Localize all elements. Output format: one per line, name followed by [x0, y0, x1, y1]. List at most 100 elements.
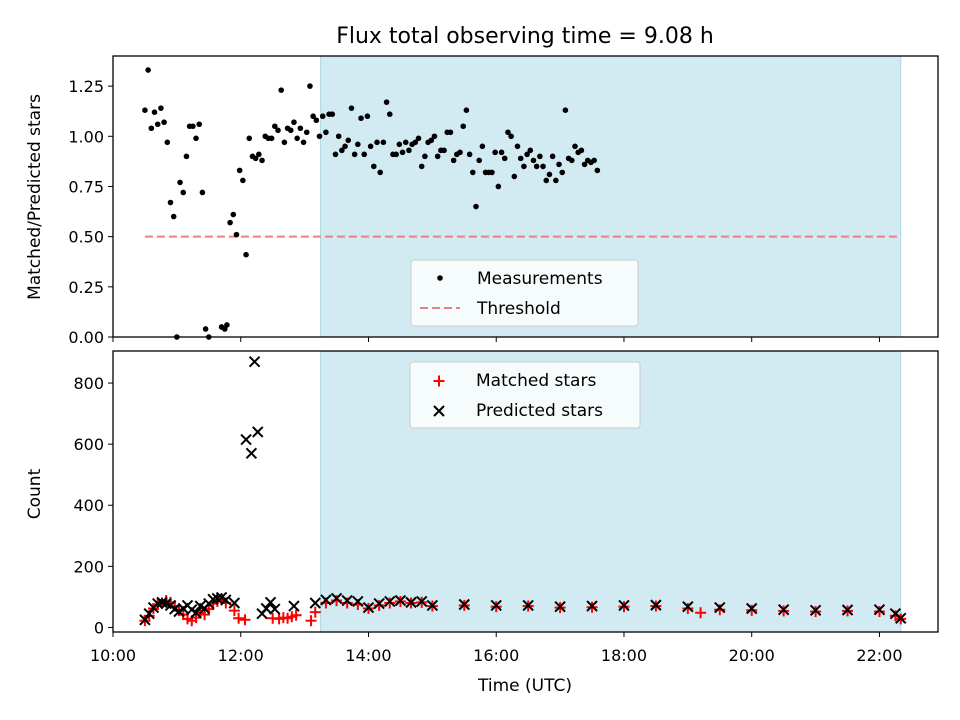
predicted-star-point: [746, 602, 758, 615]
predicted-star-point: [139, 614, 151, 626]
top-panel: 0.00 0.25 0.50 0.75 1.00 1.25 Matched/Predict…: [25, 55, 939, 347]
legend-threshold-label: Threshold: [476, 299, 561, 319]
x-tick-label: 14:00: [345, 646, 391, 665]
measurement-point: [476, 157, 482, 164]
measurement-point: [386, 111, 393, 118]
measurement-point: [268, 135, 275, 142]
measurement-point: [164, 139, 171, 146]
measurement-point: [517, 155, 524, 162]
measurement-point: [246, 135, 253, 142]
bottom-y-tick-label: 800: [73, 374, 104, 393]
predicted-star-point: [228, 597, 241, 609]
measurement-point: [543, 177, 550, 184]
measurement-point: [272, 123, 278, 130]
predicted-star-point: [207, 593, 219, 606]
measurement-point: [495, 183, 502, 190]
measurement-point: [367, 143, 374, 150]
measurement-point: [224, 322, 230, 328]
predicted-star-point: [330, 592, 343, 605]
measurement-point: [240, 177, 246, 184]
measurement-point: [313, 117, 320, 124]
predicted-star-point: [269, 603, 281, 615]
top-y-tick-label: 1.00: [68, 127, 104, 146]
measurement-point: [243, 251, 249, 258]
predicted-star-point: [618, 599, 630, 612]
measurement-point: [393, 151, 399, 158]
measurement-point: [190, 123, 196, 130]
measurement-point: [319, 113, 326, 120]
x-tick-label: 10:00: [90, 646, 136, 665]
measurement-point: [307, 83, 313, 89]
measurement-point: [428, 137, 435, 144]
measurement-point: [170, 213, 177, 220]
predicted-star-point: [341, 594, 353, 607]
predicted-star-point: [190, 607, 202, 619]
predicted-star-point: [458, 598, 470, 611]
predicted-star-point: [490, 599, 502, 612]
top-y-tick-label: 0.75: [68, 177, 104, 196]
predicted-star-point: [650, 599, 662, 611]
measurement-point: [371, 163, 377, 170]
predicted-star-point: [309, 597, 321, 609]
measurement-point: [380, 139, 387, 146]
top-y-axis-label: Matched/Predicted stars: [25, 94, 45, 300]
predicted-star-point: [288, 600, 300, 612]
predicted-star-point: [211, 592, 224, 605]
matched-star-point: [239, 614, 251, 626]
measurement-point: [332, 151, 339, 158]
top-x-ticks: [112, 337, 880, 342]
measurement-point: [377, 169, 383, 176]
measurement-point: [345, 137, 352, 144]
measurement-point: [154, 121, 161, 128]
measurement-point: [505, 129, 511, 136]
measurement-point: [142, 107, 148, 113]
predicted-star-point: [245, 447, 258, 460]
measurement-point: [303, 129, 310, 136]
measurement-point: [259, 157, 265, 164]
measurement-point: [291, 119, 297, 126]
measurement-point: [383, 99, 390, 105]
measurement-point: [402, 139, 409, 146]
predicted-star-point: [264, 596, 277, 609]
measurement-point: [556, 161, 562, 168]
measurement-point: [473, 203, 479, 210]
measurement-point: [180, 189, 187, 196]
bottom-y-ticks: 0 200 400 600 800: [73, 374, 113, 637]
measurement-point: [466, 151, 473, 158]
measurement-point: [329, 111, 336, 118]
measurement-point: [562, 107, 569, 113]
measurement-point: [193, 135, 199, 142]
matched-star-point: [309, 606, 321, 618]
matched-star-point: [228, 605, 240, 617]
x-tick-label: 16:00: [473, 646, 519, 665]
matched-star-point: [290, 609, 302, 621]
matched-star-point: [331, 595, 343, 607]
measurement-point: [287, 127, 294, 134]
measurement-point: [358, 115, 364, 122]
x-tick-label: 22:00: [856, 646, 902, 665]
measurement-point: [374, 139, 380, 146]
measurement-point: [227, 219, 233, 226]
measurement-point: [540, 163, 546, 170]
measurement-point: [161, 119, 167, 126]
measurement-point: [501, 155, 508, 162]
x-axis-label: Time (UTC): [477, 676, 572, 696]
predicted-star-point: [522, 599, 534, 612]
measurement-point: [447, 129, 454, 136]
measurement-point: [422, 153, 428, 160]
matched-star-point: [695, 607, 707, 619]
measurement-point: [463, 107, 470, 113]
legend-measurement-marker: [437, 275, 443, 281]
predicted-star-point: [320, 594, 332, 606]
predicted-star-point: [143, 607, 155, 620]
top-legend-box: [410, 259, 639, 327]
measurement-point: [546, 171, 553, 178]
x-tick-label: 12:00: [218, 646, 264, 665]
x-tick-label: 18:00: [601, 646, 647, 665]
predicted-star-point: [586, 600, 598, 612]
bottom-axes-frame: [112, 350, 939, 633]
measurement-point: [145, 67, 151, 73]
measurement-point: [479, 143, 486, 150]
measurement-point: [196, 121, 203, 128]
